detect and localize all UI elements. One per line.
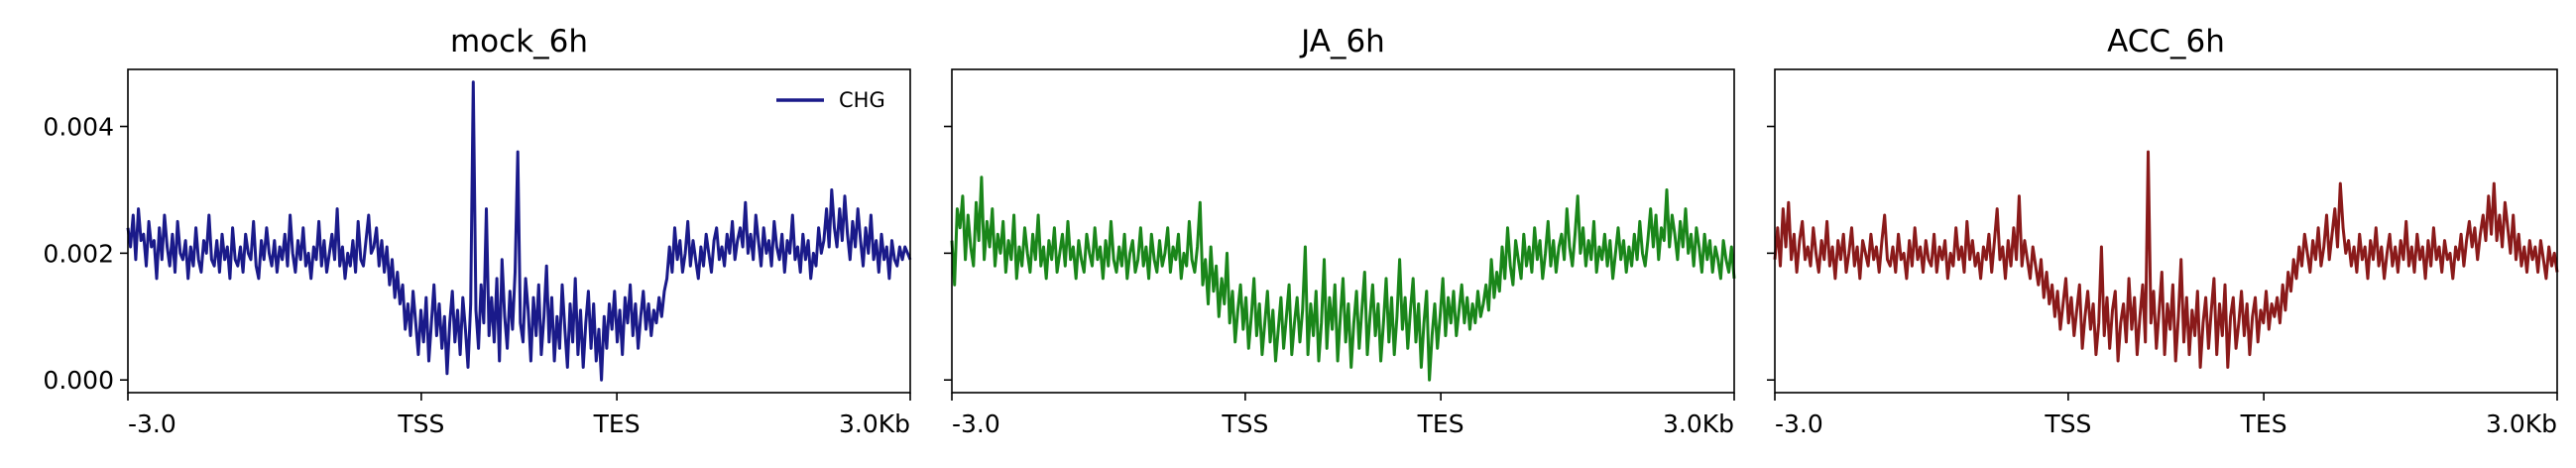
chart-title: mock_6h <box>450 24 588 59</box>
x-tick-label: TSS <box>397 410 444 438</box>
series-line <box>950 176 1736 382</box>
y-tick-label: 0.002 <box>43 239 114 268</box>
x-tick-label: -3.0 <box>1775 410 1823 438</box>
plot-frame <box>951 68 1735 394</box>
y-tick-label: 0.004 <box>43 113 114 142</box>
x-tick-label: 3.0Kb <box>1663 410 1734 438</box>
chart-panel-3: ACC_6h -3.0 TSS TES 3.0Kb <box>1767 24 2559 438</box>
legend: CHG <box>776 88 885 112</box>
x-tick-label: -3.0 <box>952 410 1000 438</box>
plot-frame <box>127 68 911 394</box>
plot-frame <box>1774 68 2558 394</box>
x-tick-label: TES <box>2240 410 2287 438</box>
chart-panel-1: mock_6h 0.000 0.002 0.004 -3.0 TSS TES 3.0Kb CHG <box>43 24 912 438</box>
x-tick-label: TES <box>1417 410 1464 438</box>
series-line <box>126 80 912 382</box>
legend-label: CHG <box>839 88 885 112</box>
y-tick-label: 0.000 <box>43 366 114 395</box>
x-tick-label: 3.0Kb <box>839 410 910 438</box>
chart-title: JA_6h <box>1299 24 1385 59</box>
series-line <box>1773 150 2559 369</box>
x-tick-label: -3.0 <box>128 410 176 438</box>
chart-title: ACC_6h <box>2107 24 2225 59</box>
x-tick-label: TSS <box>1221 410 1268 438</box>
x-tick-label: 3.0Kb <box>2486 410 2557 438</box>
chart-panel-2: JA_6h -3.0 TSS TES 3.0Kb <box>944 24 1736 438</box>
x-tick-label: TSS <box>2044 410 2091 438</box>
x-tick-label: TES <box>593 410 641 438</box>
